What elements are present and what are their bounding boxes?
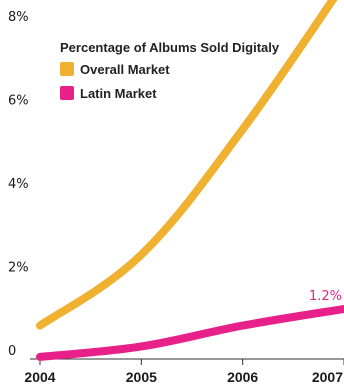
y-tick-label: 8% xyxy=(8,10,29,25)
y-tick-label: 0 xyxy=(8,344,16,359)
x-tick-label: 2006 xyxy=(227,369,258,385)
x-axis: 2004 2005 2006 2007 xyxy=(24,359,344,385)
legend-label: Overall Market xyxy=(80,62,170,77)
legend-swatch xyxy=(60,62,74,76)
x-tick-label: 2004 xyxy=(24,369,55,385)
x-tick-label: 2005 xyxy=(126,369,157,385)
series-line-latin-market xyxy=(40,309,344,357)
y-tick-label: 4% xyxy=(8,177,29,192)
legend-swatch xyxy=(60,86,74,100)
y-tick-label: 2% xyxy=(8,261,29,276)
legend-title: Percentage of Albums Sold Digitaly xyxy=(60,40,280,55)
y-tick-label: 6% xyxy=(8,94,29,109)
legend-label: Latin Market xyxy=(80,86,157,101)
x-tick-label: 2007 xyxy=(312,369,343,385)
legend: Percentage of Albums Sold Digitaly Overa… xyxy=(60,40,280,101)
data-label: 1.2% xyxy=(309,289,342,304)
annotations: 1.2% xyxy=(309,289,342,304)
y-axis: 0 2% 4% 6% 8% xyxy=(8,10,29,359)
